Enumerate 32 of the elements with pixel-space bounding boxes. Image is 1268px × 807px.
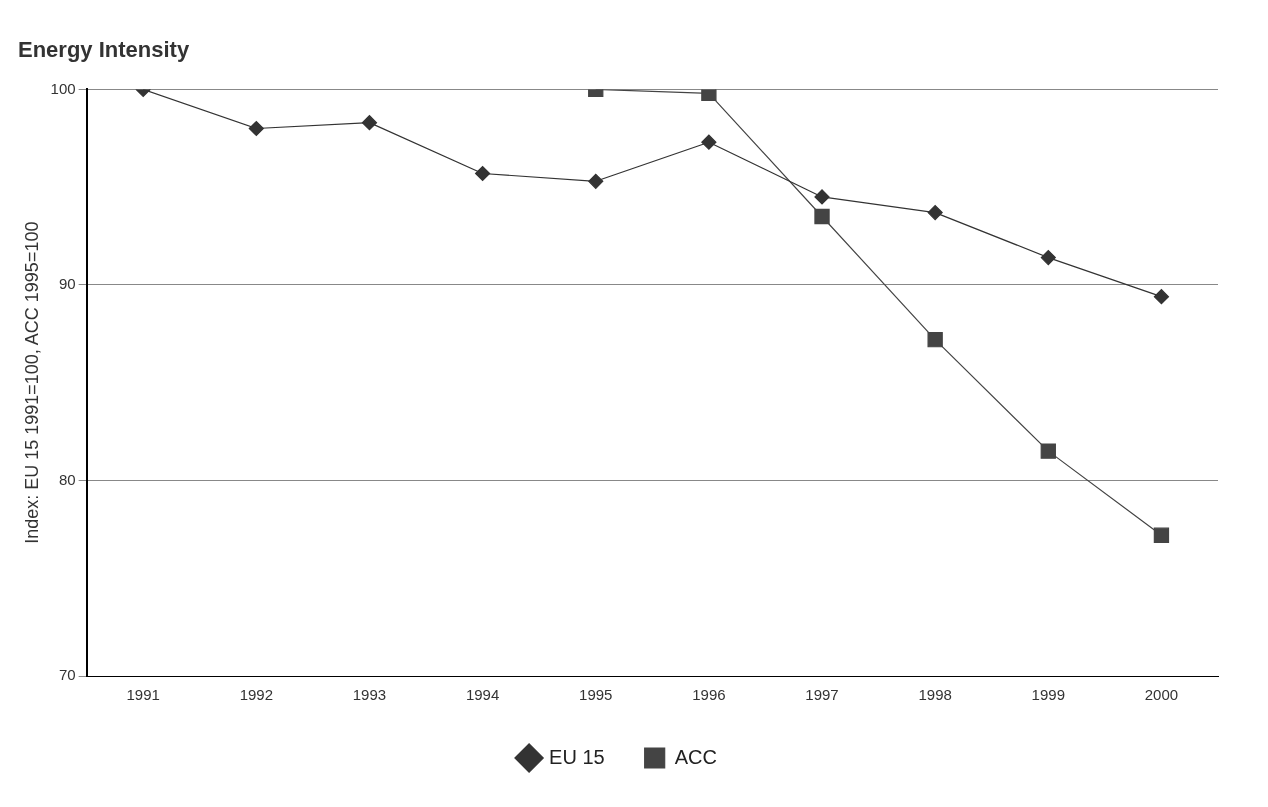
x-tick-label: 1994 (465, 686, 500, 704)
point (814, 189, 830, 205)
point (1153, 289, 1170, 305)
y-axis-title: Index: EU 15 1991=100, ACC 1995=100 (21, 221, 42, 544)
point (588, 173, 604, 189)
point (814, 208, 830, 225)
y-tick-label: 80 (58, 470, 76, 488)
y-tick-label: 100 (50, 79, 76, 97)
x-tick-label: 1996 (692, 686, 726, 704)
point (1040, 249, 1056, 266)
x-tick-label: 1995 (579, 686, 613, 704)
legend-label: ACC (674, 745, 717, 768)
x-tick-label: 1999 (1031, 686, 1065, 704)
x-tick-label: 1991 (126, 686, 160, 704)
point (475, 165, 491, 182)
point (701, 89, 717, 101)
x-tick-label: 1997 (805, 686, 839, 704)
point (1040, 443, 1056, 459)
point (1153, 527, 1170, 543)
point (701, 134, 717, 150)
point (927, 332, 943, 348)
chart-title: Energy Intensity (18, 37, 190, 63)
y-tick-label: 70 (58, 666, 76, 684)
x-tick-label: 1998 (918, 686, 952, 704)
x-tick-label: 2000 (1144, 686, 1179, 704)
x-tick-label: 1992 (239, 686, 274, 704)
x-tick-label: 1993 (352, 686, 387, 704)
point (361, 115, 378, 131)
point (927, 204, 943, 221)
y-tick-label: 90 (58, 275, 76, 293)
legend-label: EU 15 (549, 745, 605, 768)
point (248, 120, 264, 137)
